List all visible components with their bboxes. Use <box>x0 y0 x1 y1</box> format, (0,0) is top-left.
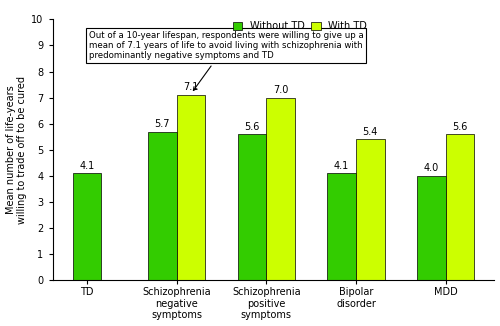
Bar <box>238 134 266 280</box>
Text: 5.7: 5.7 <box>154 119 170 129</box>
Bar <box>356 140 384 280</box>
Text: 5.6: 5.6 <box>452 122 468 132</box>
Text: 4.1: 4.1 <box>334 161 349 171</box>
Bar <box>266 97 295 280</box>
Text: 5.4: 5.4 <box>362 127 378 137</box>
Text: 7.1: 7.1 <box>184 82 198 92</box>
Text: 7.0: 7.0 <box>273 85 288 95</box>
Text: 4.1: 4.1 <box>80 161 94 171</box>
Bar <box>417 176 446 280</box>
Bar <box>148 132 176 280</box>
Bar <box>72 173 102 280</box>
Text: 5.6: 5.6 <box>244 122 260 132</box>
Bar <box>176 95 206 280</box>
Text: 4.0: 4.0 <box>424 163 439 173</box>
Legend: Without TD, With TD: Without TD, With TD <box>231 19 370 33</box>
Text: Out of a 10-year lifespan, respondents were willing to give up a
mean of 7.1 yea: Out of a 10-year lifespan, respondents w… <box>88 31 364 90</box>
Bar <box>328 173 356 280</box>
Y-axis label: Mean number of life-years
willing to trade off to be cured: Mean number of life-years willing to tra… <box>6 76 27 224</box>
Bar <box>446 134 474 280</box>
